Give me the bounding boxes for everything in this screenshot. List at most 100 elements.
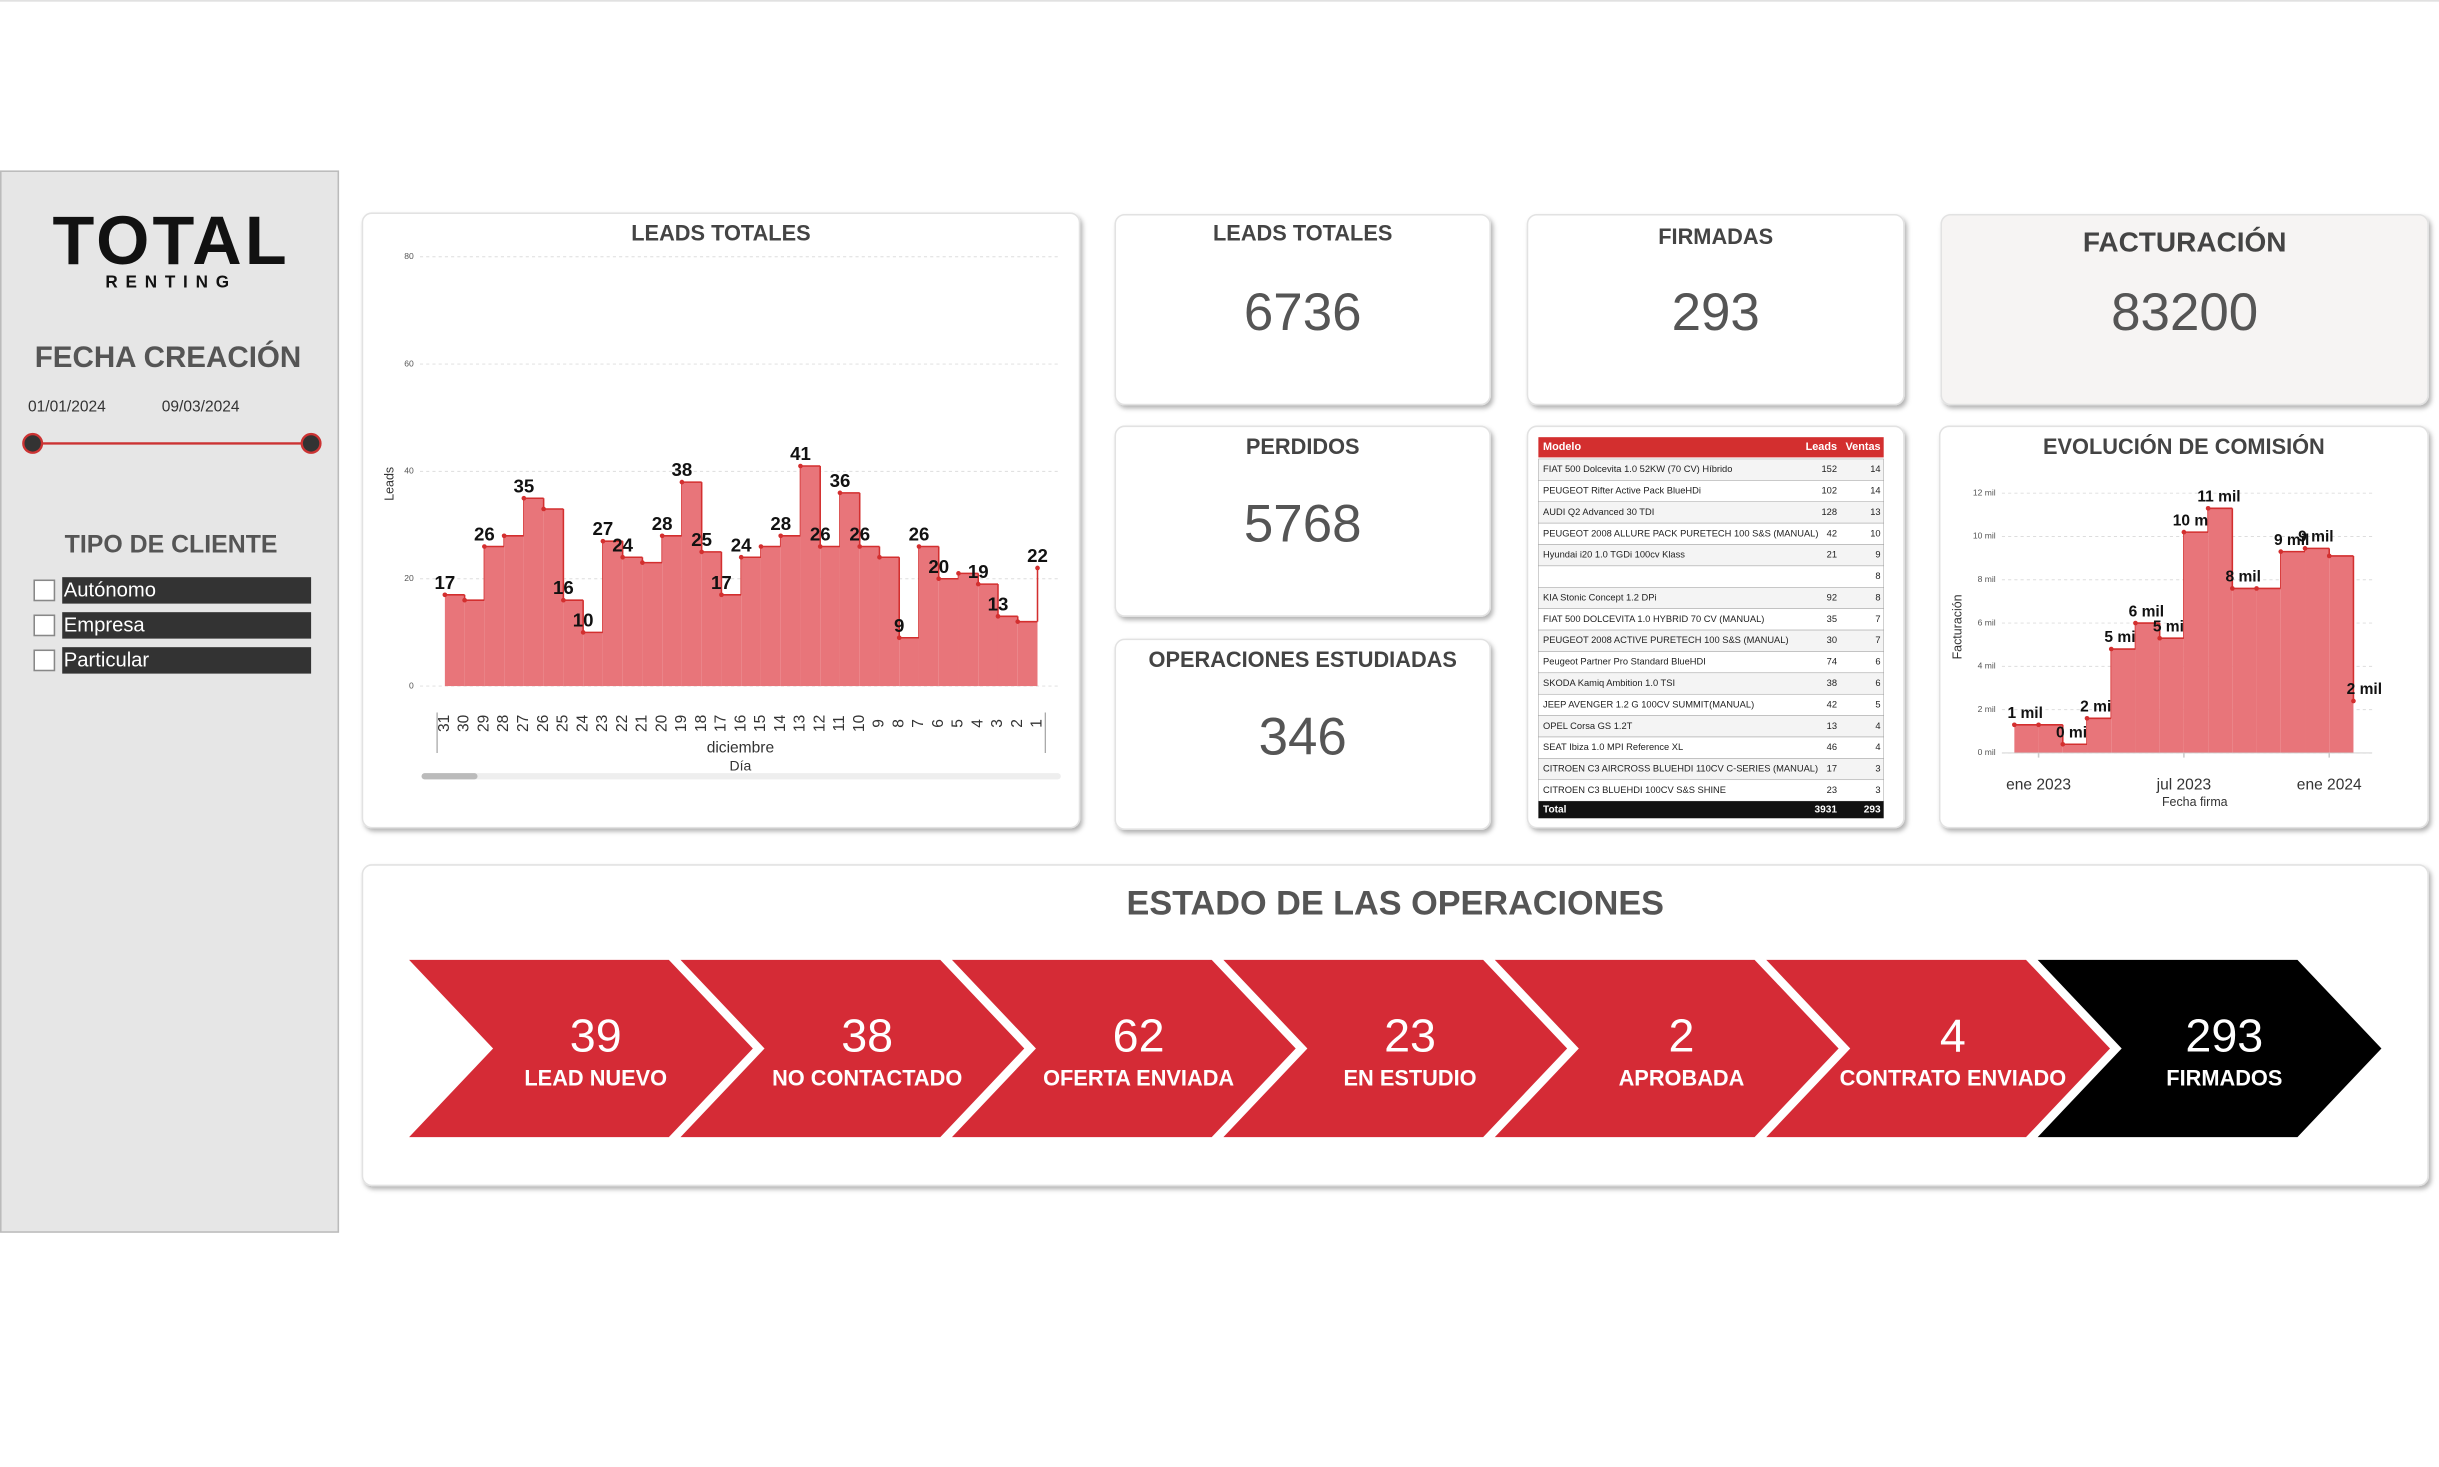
x-tick-label: 22: [614, 715, 631, 732]
table-cell: 74: [1827, 657, 1837, 667]
option-bg: [62, 647, 312, 674]
logo: TOTAL: [52, 202, 289, 279]
data-label: 5 mil: [2104, 629, 2139, 646]
point: [738, 554, 744, 560]
x-tick-label: 7: [910, 719, 927, 728]
table-cell: 102: [1821, 486, 1837, 496]
data-label: 5 mil: [2153, 618, 2188, 635]
table-cell: 13: [1870, 507, 1880, 517]
area-band: [2329, 555, 2354, 753]
point: [2084, 715, 2090, 721]
point: [1015, 619, 1021, 624]
point: [2205, 505, 2211, 511]
card: [1114, 213, 1491, 406]
point: [2254, 586, 2259, 591]
scrollbar-thumb[interactable]: [421, 773, 478, 780]
point: [659, 533, 665, 539]
area-band: [899, 637, 919, 687]
kpi-title: FACTURACIÓN: [2083, 227, 2287, 258]
x-tick-label: 24: [574, 714, 591, 732]
area-band: [563, 600, 584, 687]
funnel-label: APROBADA: [1619, 1065, 1745, 1090]
area-band: [2087, 718, 2112, 753]
date-slider-handle[interactable]: [300, 432, 322, 454]
y-tick-label: 2 mil: [1978, 704, 1996, 714]
area-band: [583, 632, 603, 687]
y-axis-title: Facturación: [1951, 594, 1965, 659]
x-tick-label: 13: [792, 715, 809, 732]
point: [2351, 698, 2356, 704]
table-cell: 35: [1827, 614, 1837, 624]
data-label: 0 mil: [2056, 725, 2091, 742]
table-cell: Hyundai i20 1.0 TGDi 100cv Klass: [1543, 550, 1685, 560]
table-cell: 6: [1875, 657, 1880, 667]
data-label: 41: [790, 443, 811, 464]
x-tick-label: 9: [871, 719, 888, 728]
x-tick-label: 27: [515, 715, 532, 732]
logo-sub: RENTING: [105, 273, 236, 292]
table-cell: OPEL Corsa GS 1.2T: [1543, 721, 1633, 731]
data-label: 28: [770, 513, 791, 534]
funnel-label: LEAD NUEVO: [524, 1065, 667, 1090]
table-total-cell: 3931: [1815, 804, 1838, 815]
data-label: 26: [849, 524, 870, 545]
funnel-value: 293: [2185, 1009, 2263, 1061]
date-slider-handle[interactable]: [22, 432, 44, 454]
card: [1940, 213, 2429, 406]
x-tick-label: 8: [890, 719, 907, 728]
area-band: [504, 535, 524, 687]
table-cell: 3: [1875, 785, 1880, 795]
area-band: [602, 541, 623, 687]
kpi-title: PERDIDOS: [1246, 434, 1360, 459]
area-band: [2183, 532, 2209, 753]
area-band: [523, 498, 544, 687]
point: [541, 506, 546, 512]
data-label: 16: [553, 577, 574, 598]
table-cell: 7: [1875, 635, 1880, 645]
table-cell: FIAT 500 Dolcevita 1.0 52KW (70 CV) Híbr…: [1543, 464, 1732, 474]
point: [561, 597, 566, 603]
area-band: [2280, 551, 2306, 753]
area-band: [978, 584, 998, 687]
x-tick-label: ene 2024: [2297, 777, 2362, 794]
y-tick-label: 0: [409, 680, 414, 690]
checkbox[interactable]: [33, 649, 56, 672]
date-to: 09/03/2024: [162, 399, 240, 416]
data-label: 6 mil: [2129, 603, 2164, 620]
point: [877, 554, 882, 560]
data-label: 22: [1027, 545, 1048, 566]
data-label: 26: [909, 524, 930, 545]
point: [2157, 635, 2163, 641]
point: [2036, 722, 2041, 728]
y-tick-label: 60: [404, 358, 414, 368]
point: [620, 554, 625, 560]
area-band: [780, 535, 801, 687]
point: [1035, 565, 1040, 571]
y-tick-label: 8 mil: [1978, 574, 1996, 584]
checkbox[interactable]: [33, 614, 56, 637]
data-label: 35: [514, 475, 535, 496]
data-label: 26: [474, 524, 495, 545]
x-tick-label: 28: [495, 715, 512, 732]
checkbox[interactable]: [33, 579, 56, 602]
funnel-label: EN ESTUDIO: [1344, 1065, 1477, 1090]
area-band: [741, 557, 761, 687]
funnel-value: 2: [1669, 1009, 1695, 1061]
point: [778, 533, 784, 539]
table-cell: JEEP AVENGER 1.2 G 100CV SUMMIT(MANUAL): [1543, 699, 1754, 709]
kpi-value: 5768: [1244, 494, 1362, 553]
data-label: 36: [830, 470, 851, 491]
area-band: [760, 546, 781, 687]
x-tick-label: 6: [930, 719, 947, 728]
table-cell: 10: [1870, 528, 1880, 538]
table-cell: FIAT 500 DOLCEVITA 1.0 HYBRID 70 CV (MAN…: [1543, 614, 1764, 624]
funnel-stage: [1766, 959, 2111, 1138]
data-label: 1 mil: [2008, 705, 2043, 722]
table-cell: 128: [1821, 507, 1837, 517]
date-from: 01/01/2024: [28, 399, 106, 416]
x-tick-label: jul 2023: [2156, 777, 2211, 794]
y-tick-label: 6 mil: [1978, 617, 1996, 627]
area-band: [918, 546, 939, 687]
kpi-value: 6736: [1244, 283, 1362, 342]
